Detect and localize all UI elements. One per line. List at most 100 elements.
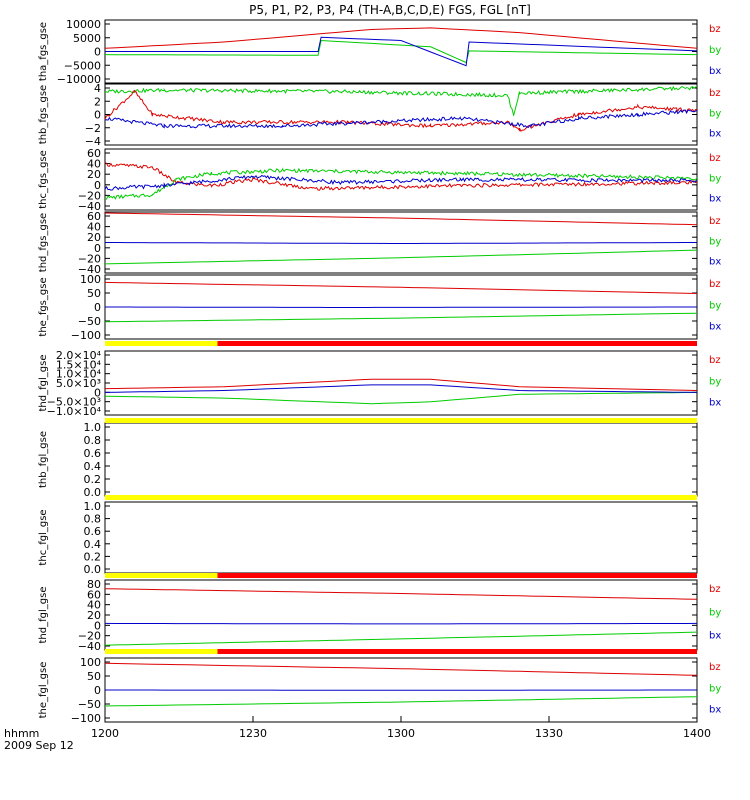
y-tick-label: −20 [78, 630, 101, 643]
status-bar [105, 341, 698, 346]
y-axis-label: thd_fgs_gse [38, 213, 49, 272]
x-tick-label: 1330 [535, 727, 563, 740]
series-bx-line [105, 36, 698, 67]
series-bz-line [104, 27, 698, 49]
y-axis-label: thc_fgs_gse [38, 150, 49, 209]
legend-bx: bx [709, 705, 721, 716]
series-bx-line [105, 242, 697, 244]
series-by-line [104, 39, 698, 64]
legend-bz: bz [709, 24, 721, 35]
panel-frame [104, 501, 698, 574]
status-segment-red [217, 649, 698, 654]
y-tick-label: 5.0×10³ [56, 377, 101, 390]
y-tick-label: 1.0 [84, 500, 102, 513]
y-tick-label: −20 [78, 189, 101, 202]
series-by-line [104, 696, 698, 707]
y-tick-label: 0.4 [84, 538, 102, 551]
y-tick-label: 0.4 [84, 460, 102, 473]
series-by-line [104, 391, 698, 405]
date-label: 2009 Sep 12 [4, 739, 74, 752]
status-segment-yellow [105, 341, 218, 346]
status-segment-red [217, 341, 698, 346]
x-tick-label: 1230 [239, 727, 267, 740]
y-tick-label: −1.0×10⁴ [47, 405, 102, 418]
legend-by: by [709, 376, 721, 387]
y-tick-label: −5.0×10³ [47, 396, 101, 409]
x-axis: 1200 1230 1300 1330 1400 [91, 716, 711, 740]
y-tick-label: 5000 [73, 32, 101, 45]
y-tick-label: 0.6 [84, 447, 102, 460]
y-tick-label: 60 [87, 147, 101, 160]
panel-thb-fgs: 420−2−4 thb_fgs_gse bz by bx [38, 82, 721, 148]
y-axis-label: thc_fgl_gse [38, 509, 49, 565]
series-bz-line [104, 588, 698, 600]
panel-thc-fgl: 1.00.80.60.40.20.0 thc_fgl_gse [38, 500, 698, 576]
hhmm-label: hhmm [4, 727, 39, 740]
y-tick-label: 40 [87, 158, 101, 171]
series-bx-line [104, 622, 698, 625]
y-tick-label: 0 [94, 179, 101, 192]
y-tick-label: 20 [87, 168, 101, 181]
y-tick-label: 0 [94, 684, 101, 697]
y-tick-label: 1.0 [84, 421, 102, 434]
series-bx-line [104, 109, 698, 129]
series-bz-line [104, 162, 698, 191]
y-tick-label: 60 [87, 588, 101, 601]
series-by-line [104, 85, 698, 116]
y-tick-label: −40 [78, 640, 101, 653]
panel-thb-fgl: 1.00.80.60.40.20.0 thb_fgl_gse [38, 421, 698, 499]
y-tick-label: 0 [94, 46, 101, 59]
legend-bz: bz [709, 662, 721, 673]
x-tick-label: 1300 [387, 727, 415, 740]
y-tick-label: 100 [80, 273, 101, 286]
y-tick-label: 0.0 [84, 486, 102, 499]
series-bx-line [105, 306, 697, 308]
y-tick-label: −100 [71, 329, 101, 342]
series-by-line [104, 167, 698, 200]
series-bx-line [104, 174, 698, 191]
legend-bx: bx [709, 631, 721, 642]
y-tick-label: 0 [94, 301, 101, 314]
y-axis-label: thb_fgs_gse [38, 85, 49, 144]
series-bz-line [104, 212, 698, 226]
y-tick-label: 0 [94, 619, 101, 632]
y-tick-label: 80 [87, 578, 101, 591]
series-bz-line [104, 378, 698, 391]
y-axis-label: thb_fgl_gse [38, 431, 49, 488]
status-segment-yellow [105, 495, 697, 500]
status-segment-red [217, 573, 698, 578]
y-tick-label: 2 [94, 95, 101, 108]
y-tick-label: 1.0×10⁴ [56, 368, 102, 381]
y-tick-label: −50 [78, 315, 101, 328]
y-tick-label: 0.8 [84, 434, 102, 447]
panel-thd-fgl: 2.0×10⁴1.5×10⁴1.0×10⁴5.0×10³0−5.0×10³−1.… [38, 349, 721, 418]
status-bar [105, 495, 697, 500]
y-tick-label: −50 [78, 698, 101, 711]
y-tick-label: 0 [94, 242, 101, 255]
panel-frame [104, 350, 698, 416]
y-tick-label: 40 [87, 599, 101, 612]
series-by-line [104, 631, 698, 646]
y-tick-label: 0.6 [84, 525, 102, 538]
legend-bx: bx [709, 194, 721, 205]
legend-bz: bz [709, 355, 721, 366]
y-tick-label: 50 [87, 670, 101, 683]
y-axis-label: tha_fgs_gse [38, 22, 49, 81]
status-bar [105, 573, 698, 578]
status-segment-yellow [105, 573, 218, 578]
y-tick-label: −2 [85, 122, 101, 135]
y-tick-label: 100 [80, 656, 101, 669]
y-tick-label: −100 [71, 712, 101, 725]
legend-bz: bz [709, 584, 721, 595]
legend-bx: bx [709, 398, 721, 409]
y-axis-label: thd_fgl_gse [38, 587, 49, 644]
legend-by: by [709, 173, 721, 184]
y-tick-label: 40 [87, 221, 101, 234]
y-tick-label: 2.0×10⁴ [56, 349, 102, 362]
legend-by: by [709, 236, 721, 247]
y-tick-label: −40 [78, 200, 101, 213]
x-tick-label: 1400 [683, 727, 711, 740]
